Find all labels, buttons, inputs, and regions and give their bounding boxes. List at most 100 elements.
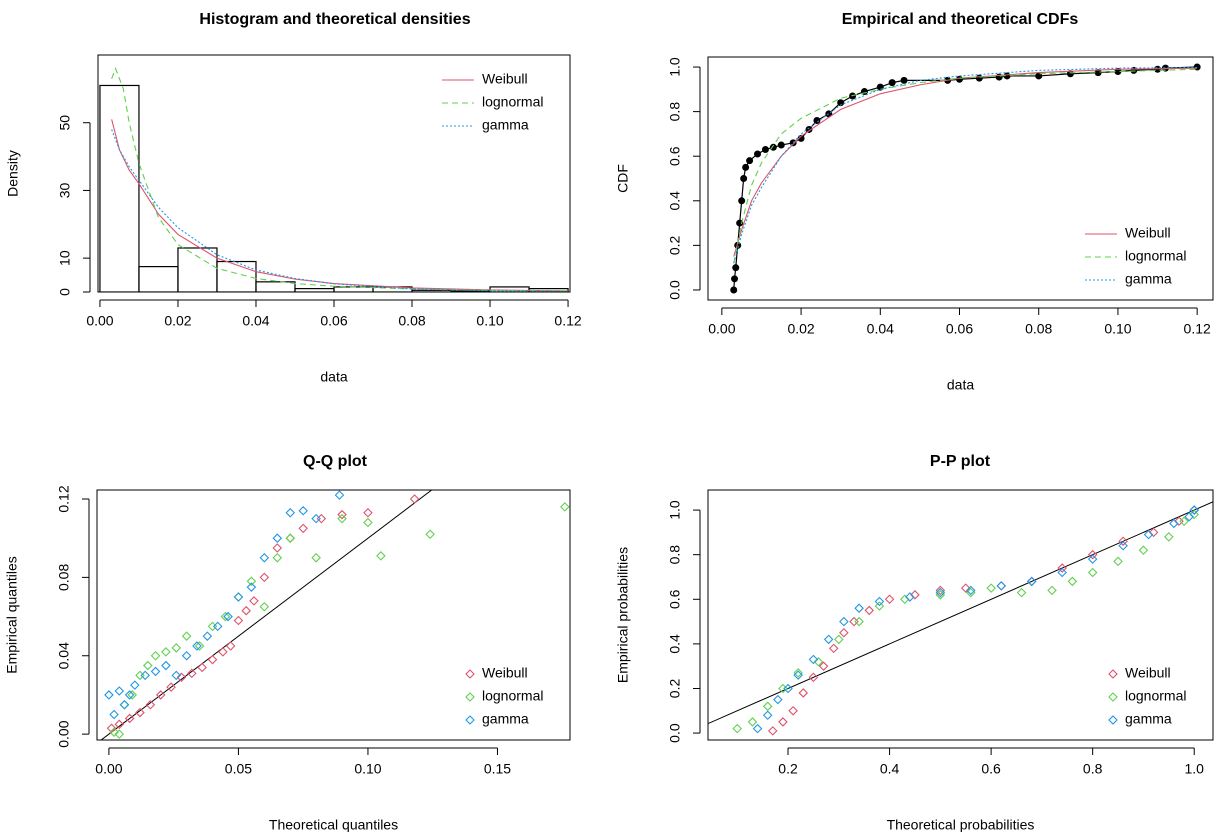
scatter-point [218,647,228,657]
empirical-point [730,286,738,294]
legend-label: gamma [482,711,529,727]
scatter-point [1087,567,1098,578]
legend-label: gamma [482,117,529,133]
scatter-point [935,585,946,596]
scatter-point [259,572,270,583]
scatter-point [1118,536,1128,547]
y-tick-label: 30 [57,182,73,198]
x-tick-label: 0.08 [398,313,425,329]
scatter-point [1087,554,1098,564]
scatter-point [171,670,182,681]
scatter-point [171,643,182,653]
y-tick-label: 0.4 [667,634,683,654]
scatter-point [409,494,420,504]
x-tick-label: 0.10 [1104,321,1131,337]
x-axis-label: Theoretical probabilities [887,817,1035,832]
scatter-point [181,631,192,641]
scatter-point [150,666,161,677]
scatter-point [145,699,156,710]
scatter-point [854,603,864,613]
x-tick-label: 0.10 [354,761,381,777]
scatter-point [114,686,125,696]
scatter-point [233,592,244,602]
scatter-point [560,502,570,512]
scatter-point [798,688,809,698]
histogram-bar [216,260,257,292]
empirical-point [837,99,845,107]
scatter-point [1057,567,1067,578]
y-tick-label: 0.0 [667,723,683,743]
y-tick-label: 0.2 [667,235,683,255]
empirical-point [742,163,750,171]
scatter-point [1138,545,1149,555]
x-tick-label: 0.6 [981,761,1001,777]
empirical-point [732,264,740,272]
legend-label: Weibull [482,665,528,681]
x-tick-label: 0.8 [1083,761,1103,777]
plot-box [707,489,1214,741]
legend-label: Weibull [1125,225,1171,241]
legend-label: gamma [1125,711,1172,727]
scatter-point [363,517,373,528]
scatter-point [778,683,788,694]
chart-title: Empirical and theoretical CDFs [842,11,1079,28]
legend-label: Weibull [482,71,528,87]
scatter-point [212,621,223,632]
plot-area [99,67,569,292]
panel: P-P plot Theoretical probabilities Empiric… [615,453,1214,832]
plot-box [97,54,571,293]
scatter-point [241,605,251,616]
scatter-point [884,594,895,605]
scatter-point [272,553,283,563]
legend-label: lognormal [482,94,543,110]
scatter-point [788,706,798,716]
scatter-point [142,660,153,671]
density-line [111,67,569,292]
scatter-point [966,585,976,596]
y-tick-label: 0.6 [667,589,683,609]
scatter-point [285,533,296,543]
scatter-point [220,611,231,622]
scatter-point [996,581,1007,591]
x-axis-label: data [320,369,347,385]
scatter-point [1148,527,1159,538]
scatter-point [762,701,773,712]
empirical-point [761,146,769,154]
scatter-point [233,615,244,626]
x-axis-label: data [947,377,974,393]
scatter-point [1016,587,1027,598]
scatter-point [874,601,885,611]
scatter-point [272,533,283,543]
scatter-point [316,513,327,524]
x-tick-label: 0.00 [86,313,113,329]
scatter-point [233,592,244,602]
scatter-point [1113,556,1123,567]
scatter-point [334,490,345,500]
scatter-point [839,627,849,638]
scatter-point [311,513,321,524]
plot-box [96,489,571,741]
empirical-point [740,175,748,182]
scatter-point [124,713,135,724]
y-tick-label: 0.00 [56,720,72,747]
panel: Q-Q plot Theoretical quantiles Empirical q… [4,453,571,832]
empirical-point [975,74,983,82]
legend-label: gamma [1125,271,1172,287]
plot-area [730,63,1201,294]
scatter-point [223,611,233,622]
scatter-point [272,543,283,553]
y-axis-label: CDF [615,164,631,193]
scatter-point [225,641,236,651]
y-tick-label: 0 [57,288,73,296]
scatter-point [960,583,971,593]
x-tick-label: 0.06 [320,313,347,329]
x-tick-label: 0.00 [95,761,122,777]
scatter-point [207,621,218,632]
scatter-point [150,650,161,661]
y-tick-label: 0.4 [667,191,683,211]
scatter-point [1189,505,1199,515]
density-line [111,119,569,292]
x-tick-label: 0.02 [164,313,191,329]
x-tick-label: 1.0 [1184,761,1204,777]
